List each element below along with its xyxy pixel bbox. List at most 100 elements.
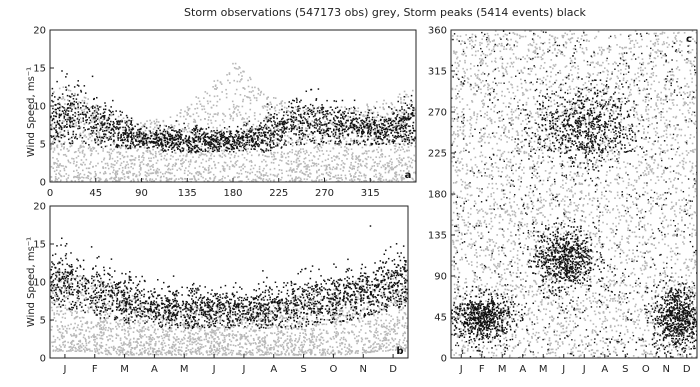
peak-point (103, 133, 105, 136)
observation-point (386, 164, 389, 167)
observation-point (109, 155, 112, 157)
observation-point (316, 177, 318, 179)
observation-point (125, 151, 128, 153)
observation-point (74, 92, 76, 95)
observation-point (136, 123, 138, 125)
peak-point (122, 142, 124, 144)
observation-point (369, 168, 372, 171)
peak-point (325, 123, 328, 125)
observation-point (403, 133, 405, 135)
observation-point (84, 322, 87, 325)
peak-point (357, 135, 359, 137)
peak-point (222, 140, 224, 142)
peak-point (171, 142, 173, 145)
peak-point (290, 120, 293, 123)
peak-point (314, 124, 316, 127)
peak-point (55, 111, 57, 114)
peak-point (94, 141, 97, 144)
observation-point (115, 162, 118, 164)
peak-point (199, 128, 202, 131)
observation-point (340, 177, 343, 179)
observation-point (115, 171, 118, 174)
observation-point (299, 140, 302, 143)
plot-area (50, 62, 416, 182)
observation-point (372, 158, 374, 161)
observation-point (295, 108, 298, 111)
observation-point (122, 169, 124, 172)
observation-point (343, 138, 345, 141)
observation-point (353, 167, 355, 170)
observation-point (124, 120, 127, 123)
peak-point (335, 116, 338, 118)
observation-point (198, 171, 201, 173)
observation-point (204, 178, 207, 180)
peak-point (290, 118, 293, 121)
peak-point (353, 125, 356, 128)
peak-point (215, 135, 217, 137)
peak-point (112, 110, 114, 113)
observation-point (355, 340, 358, 342)
peak-point (196, 149, 199, 152)
peak-point (403, 138, 406, 140)
peak-point (113, 122, 115, 124)
observation-point (401, 349, 404, 351)
peak-point (69, 107, 72, 109)
observation-point (285, 156, 287, 159)
peak-point (251, 129, 253, 131)
observation-point (298, 155, 301, 158)
observation-point (106, 151, 109, 153)
observation-point (344, 174, 347, 177)
peak-point (75, 133, 77, 136)
observation-point (364, 150, 367, 152)
observation-point (304, 152, 307, 155)
observation-point (405, 163, 408, 166)
peak-point (163, 135, 166, 138)
observation-point (375, 169, 377, 172)
peak-point (155, 136, 158, 138)
peak-point (130, 120, 132, 123)
peak-point (68, 124, 71, 127)
peak-point (92, 130, 95, 132)
observation-point (249, 172, 251, 175)
peak-point (260, 126, 263, 128)
observation-point (349, 173, 352, 175)
peak-point (395, 122, 397, 125)
peak-point (313, 121, 316, 123)
observation-point (235, 339, 237, 342)
peak-point (85, 113, 87, 116)
observation-point (155, 162, 158, 164)
peak-point (119, 120, 121, 122)
peak-point (166, 141, 169, 143)
observation-point (55, 180, 58, 182)
peak-point (353, 128, 356, 130)
observation-point (119, 153, 121, 155)
peak-point (234, 134, 237, 136)
peak-point (154, 133, 156, 136)
peak-point (403, 109, 406, 111)
observation-point (155, 172, 157, 175)
observation-point (243, 70, 245, 73)
peak-point (152, 138, 155, 140)
observation-point (383, 99, 385, 102)
peak-point (312, 137, 314, 140)
observation-point (274, 97, 277, 99)
peak-point (171, 151, 174, 153)
observation-point (79, 117, 82, 119)
peak-point (250, 139, 253, 141)
observation-point (404, 96, 407, 98)
peak-point (134, 139, 137, 141)
peak-point (297, 105, 300, 108)
peak-point (50, 115, 52, 118)
observation-point (361, 146, 364, 149)
observation-point (392, 124, 395, 127)
peak-point (303, 122, 305, 124)
observation-point (67, 129, 69, 132)
observation-point (312, 180, 314, 182)
observation-point (89, 136, 91, 139)
peak-point (253, 144, 256, 147)
observation-point (133, 163, 136, 165)
peak-point (84, 92, 87, 94)
peak-point (252, 132, 255, 134)
peak-point (371, 143, 374, 145)
peak-point (113, 130, 115, 132)
